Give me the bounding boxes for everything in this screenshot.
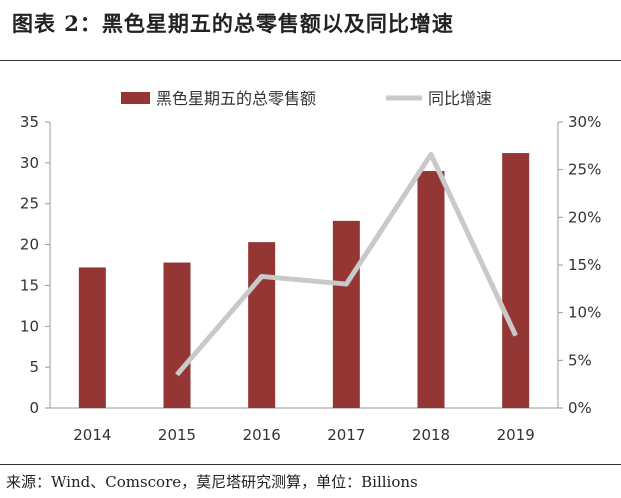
legend-label-yoy-growth: 同比增速 xyxy=(428,89,492,108)
x-axis-label: 2018 xyxy=(412,426,450,444)
yoy-growth-point-2017 xyxy=(345,283,347,285)
source-note: 来源：Wind、Comscore，莫尼塔研究测算，单位：Billions xyxy=(6,473,418,491)
left-axis-tick-label: 15 xyxy=(20,276,39,294)
left-axis-tick-label: 0 xyxy=(29,399,39,417)
line-series xyxy=(175,151,518,377)
bar-2018 xyxy=(417,171,445,408)
right-axis-tick-label: 20% xyxy=(568,208,601,226)
bar-2016 xyxy=(248,242,276,408)
chart-area: 黑色星期五的总零售额 同比增速 0 5 10 15 20 25 30 35 0% 5% 10% 15%… xyxy=(20,89,601,444)
yoy-growth-point-2016 xyxy=(261,275,263,277)
left-axis-tick-label: 10 xyxy=(20,317,39,335)
right-axis-tick-label: 25% xyxy=(568,161,601,179)
title-divider xyxy=(0,60,621,61)
x-axis-label: 2017 xyxy=(327,426,365,444)
right-axis-tick-label: 0% xyxy=(568,399,592,417)
left-axis-tick-label: 35 xyxy=(20,113,39,131)
left-axis-tick-label: 30 xyxy=(20,154,39,172)
yoy-growth-point-2019 xyxy=(515,335,517,337)
left-axis-tick-label: 5 xyxy=(29,358,39,376)
bar-2017 xyxy=(332,220,360,408)
bar-series xyxy=(78,153,530,408)
yoy-growth-point-2018 xyxy=(430,153,432,155)
bar-2019 xyxy=(502,153,530,408)
yoy-growth-point-2015 xyxy=(176,374,178,376)
legend-swatch-retail-sales xyxy=(121,92,150,104)
legend-label-retail-sales: 黑色星期五的总零售额 xyxy=(156,89,316,108)
legend: 黑色星期五的总零售额 同比增速 xyxy=(121,89,492,108)
source-divider xyxy=(0,464,621,465)
x-axis-label: 2014 xyxy=(73,426,111,444)
right-axis-tick-label: 30% xyxy=(568,113,601,131)
chart-title: 图表 2：黑色星期五的总零售额以及同比增速 xyxy=(12,11,454,36)
right-axis-tick-label: 5% xyxy=(568,351,592,369)
bar-2015 xyxy=(163,262,191,408)
x-axis-label: 2016 xyxy=(243,426,281,444)
bar-2014 xyxy=(78,267,106,408)
left-axis-tick-label: 25 xyxy=(20,195,39,213)
axes: 0 5 10 15 20 25 30 35 0% 5% 10% 15% 20% 25% 30% xyxy=(20,113,601,417)
x-axis-label: 2015 xyxy=(158,426,196,444)
right-axis-tick-label: 15% xyxy=(568,256,601,274)
x-axis-label: 2019 xyxy=(497,426,535,444)
right-axis-tick-label: 10% xyxy=(568,304,601,322)
x-axis-labels: 2014 2015 2016 2017 2018 2019 xyxy=(73,426,535,444)
left-axis-tick-label: 20 xyxy=(20,236,39,254)
